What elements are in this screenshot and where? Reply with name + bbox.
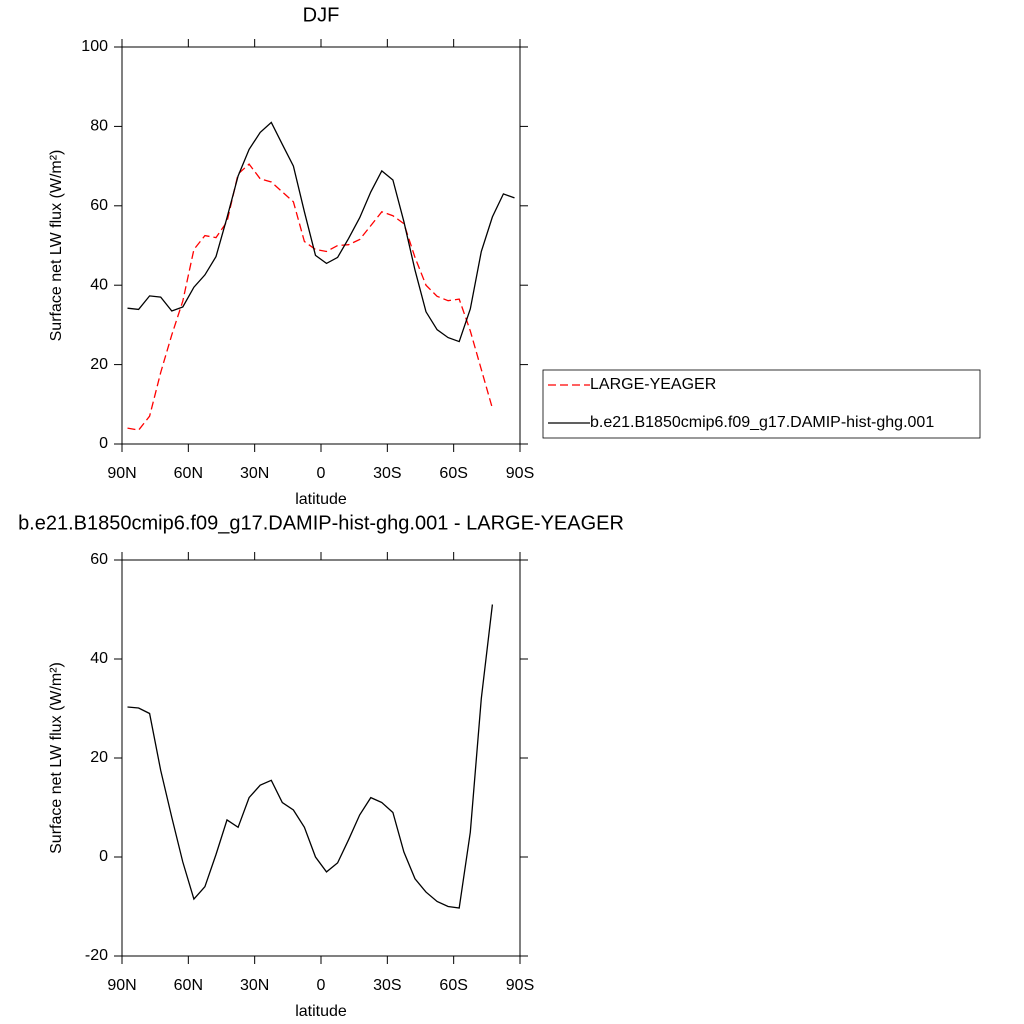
x-tick-label: 0	[317, 465, 326, 482]
x-tick-label: 60S	[439, 977, 467, 994]
x-tick-label: 60N	[174, 977, 203, 994]
y-tick-label: 0	[99, 848, 108, 865]
chart-title: DJF	[303, 4, 340, 26]
x-axis-label: latitude	[295, 1003, 347, 1020]
y-tick-label: 0	[99, 435, 108, 452]
data-line	[127, 604, 494, 909]
x-tick-label: 30S	[373, 465, 401, 482]
x-tick-label: 30S	[373, 977, 401, 994]
x-tick-label: 30N	[240, 977, 269, 994]
y-tick-label: 20	[90, 356, 108, 373]
y-tick-label: 20	[90, 749, 108, 766]
x-tick-label: 90N	[107, 465, 136, 482]
x-axis-label: latitude	[295, 491, 347, 508]
y-tick-label: 40	[90, 650, 108, 667]
y-tick-label: -20	[85, 947, 108, 964]
x-tick-label: 90S	[506, 977, 534, 994]
y-tick-label: 60	[90, 551, 108, 568]
legend-box	[542, 369, 981, 439]
x-tick-label: 0	[317, 977, 326, 994]
chart-title: b.e21.B1850cmip6.f09_g17.DAMIP-hist-ghg.…	[18, 512, 624, 534]
x-tick-label: 90N	[107, 977, 136, 994]
data-line	[127, 121, 515, 343]
x-tick-label: 60N	[174, 465, 203, 482]
y-tick-label: 40	[90, 276, 108, 293]
y-tick-label: 60	[90, 197, 108, 214]
y-tick-label: 80	[90, 118, 108, 135]
plot-frame	[121, 46, 521, 445]
y-axis-label: Surface net LW flux (W/m²)	[48, 662, 65, 854]
data-line	[127, 163, 494, 431]
y-axis-label: Surface net LW flux (W/m²)	[48, 150, 65, 342]
x-tick-label: 60S	[439, 465, 467, 482]
legend-label: LARGE-YEAGER	[590, 376, 716, 393]
y-tick-label: 100	[81, 38, 108, 55]
x-tick-label: 90S	[506, 465, 534, 482]
x-tick-label: 30N	[240, 465, 269, 482]
legend-label: b.e21.B1850cmip6.f09_g17.DAMIP-hist-ghg.…	[590, 414, 934, 431]
